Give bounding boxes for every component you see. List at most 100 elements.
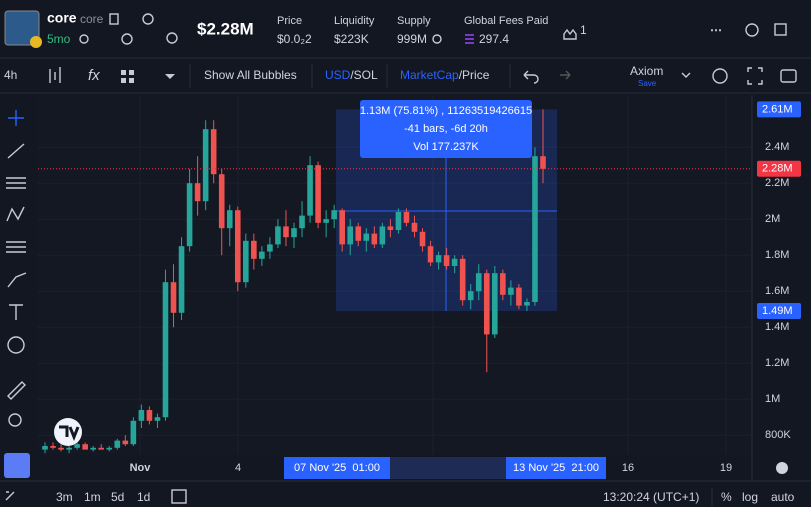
indicators-icon[interactable]: fx [88,67,100,84]
interval[interactable]: 4h [4,68,17,82]
clock: 13:20:24 (UTC+1) [603,490,699,504]
mode-option[interactable]: /Price [459,68,490,82]
percent-toggle[interactable]: % [721,490,732,504]
window-icon[interactable] [774,23,787,36]
chart: Nov41016192.4M2.2M2M1.8M1.6M1.4M1.2M1M80… [38,95,811,480]
tv-logo-mark [59,425,80,442]
redo-icon[interactable] [560,70,571,80]
stat-value: 999M [397,32,427,46]
date-range-icon[interactable] [171,489,187,504]
ruler-tool[interactable] [7,381,26,400]
fullscreen-icon[interactable] [747,67,763,85]
token-ticker[interactable]: core [80,12,104,26]
x-tick-label: Nov [130,462,152,474]
holders-badge[interactable]: 1 [580,23,587,37]
candle-body [226,210,233,229]
chevron-icon[interactable] [681,72,691,78]
candle-body [251,240,257,259]
candle-body [323,219,329,223]
token-name: core [47,10,77,26]
candle-body [500,273,506,295]
menu-icon[interactable]: ⋯ [710,23,722,37]
trendline-tool[interactable] [7,143,25,159]
stat-label: Global Fees Paid [464,15,548,27]
layout-state: Save [638,79,657,88]
currency-toggle[interactable]: USD/SOL [325,68,378,82]
alert-icon[interactable] [745,23,759,37]
mode-toggle[interactable]: MarketCap/Price [400,68,490,82]
copy-icon[interactable] [109,13,119,25]
footer-icon[interactable] [5,491,15,501]
currency-option[interactable]: /SOL [350,68,378,82]
chart-type-icon[interactable] [49,67,61,83]
toolbar: 4h fx Show All Bubbles USD/SOL MarketCap… [4,64,797,88]
candle-body [234,210,241,283]
token-age: 5mo [47,32,71,46]
range-button[interactable]: 1m [84,490,101,504]
layout-icon[interactable] [121,70,134,83]
candle-body [42,446,48,450]
candle-body [475,273,482,292]
candle-body [331,210,337,220]
candle-body [146,410,153,421]
dropdown-icon[interactable] [165,74,175,79]
candle-body [98,447,105,450]
candle-body [483,273,490,335]
stat-value: $0.0₂2 [277,32,312,46]
web-icon[interactable] [121,33,133,45]
range-button[interactable]: 1d [137,490,150,504]
y-tick-label: 2.2M [765,177,789,189]
time-range-label: 13 Nov '25 21:00 [513,462,599,474]
candle-body [243,240,249,283]
candle-body [82,444,88,450]
candle-body [210,129,217,175]
candle-body [492,273,498,335]
currency-active[interactable]: USD [325,68,351,82]
candle-body [114,440,121,448]
candle-body [66,447,72,450]
settings-icon[interactable] [712,68,728,84]
range-button[interactable]: 3m [56,490,73,504]
candle-body [339,210,345,245]
undo-icon[interactable] [523,70,539,84]
time-range-marker [506,457,606,479]
mode-active[interactable]: MarketCap [400,68,459,82]
log-toggle[interactable]: log [742,490,758,504]
time-range-marker [284,457,390,479]
fib-tool[interactable] [6,177,26,189]
link-icon[interactable] [79,34,89,44]
candle-body [395,212,402,230]
crosshair-tool[interactable] [8,110,24,126]
candle-body [467,291,474,301]
search-icon[interactable] [166,32,178,44]
hex-icon [776,462,788,474]
candle-body [259,251,265,259]
star-icon[interactable] [142,13,154,25]
active-tool[interactable] [4,453,30,478]
candle-body [202,129,209,202]
projection-tool[interactable] [6,241,26,253]
candle-body [138,410,145,421]
time-range-label: 07 Nov '25 01:00 [294,462,380,474]
range-button[interactable]: 5d [111,490,124,504]
candle-body [122,440,129,445]
brush-tool[interactable] [7,272,27,288]
layout-name[interactable]: Axiom [630,64,663,78]
zoom-tool[interactable] [8,413,22,427]
candle-body [267,244,273,252]
refresh-icon[interactable] [432,34,442,44]
text-tool[interactable] [9,304,23,320]
candle-body [194,183,201,202]
candle-body [275,226,281,245]
crown-icon [563,28,577,40]
price-marker [757,101,801,118]
pattern-tool[interactable] [6,206,25,222]
platform-badge [30,36,42,48]
candle-body [90,447,96,450]
bubbles-toggle[interactable]: Show All Bubbles [204,68,297,82]
emoji-tool[interactable] [7,336,25,354]
y-tick-label: 1M [765,393,780,405]
auto-toggle[interactable]: auto [771,490,795,504]
snapshot-icon[interactable] [780,69,797,83]
measure-tooltip [360,100,532,158]
